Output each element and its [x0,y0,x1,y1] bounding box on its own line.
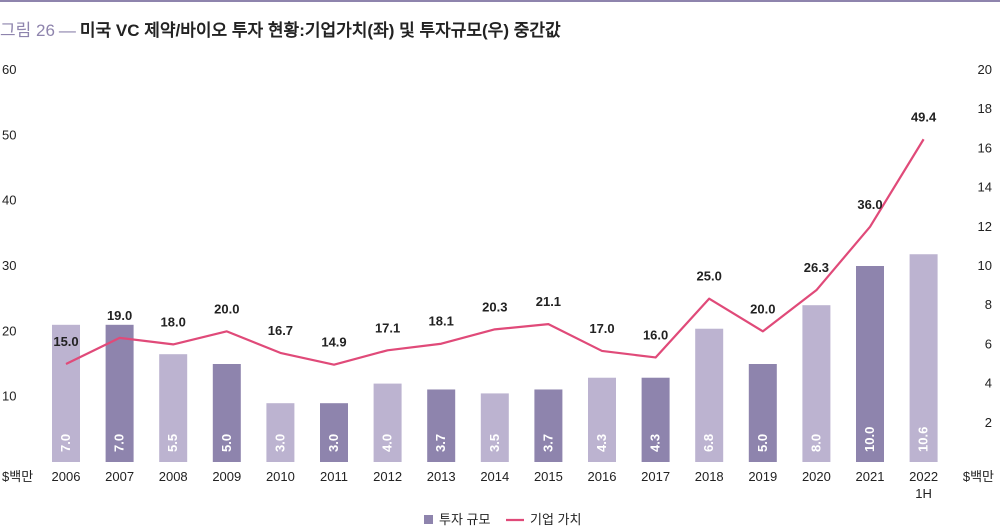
line-value-label: 20.3 [482,299,507,314]
bar-value-label: 3.0 [272,434,287,452]
bar [695,328,724,462]
y-left-tick-label: 20 [2,323,16,338]
bar-value-label: 3.0 [326,434,341,452]
x-tick-label: 2008 [159,469,188,484]
title-dash: — [58,21,76,40]
bar-value-label: 10.0 [862,427,877,452]
x-tick-label: 2009 [212,469,241,484]
bar [52,324,80,462]
line-value-label: 14.9 [321,335,346,350]
y-right-tick-label: 14 [978,180,992,195]
line-value-label: 18.1 [429,314,454,329]
x-tick-label: 2014 [480,469,509,484]
figure-number: 그림 26 [0,21,55,40]
x-tick-label: 2016 [588,469,617,484]
y-right-tick-label: 18 [978,101,992,116]
bar [159,354,188,462]
x-tick-label: 2012 [373,469,402,484]
bar-value-label: 7.0 [58,434,73,452]
figure-title-row: 그림 26— 미국 VC 제약/바이오 투자 현황:기업가치(좌) 및 투자규모(… [0,16,561,42]
x-tick-label: 2021 [856,469,885,484]
x-tick-label: 2011 [320,469,348,484]
x-tick-label: 2007 [105,469,134,484]
figure-title: 미국 VC 제약/바이오 투자 현황:기업가치(좌) 및 투자규모(우) 중간값 [79,21,561,40]
y-left-tick-label: 10 [2,389,16,404]
y-left-tick-label: 40 [2,193,16,208]
bar [105,324,134,462]
line-value-label: 20.0 [750,301,775,316]
line-value-label: 16.7 [268,323,293,338]
bar-value-label: 3.7 [540,434,555,452]
y-right-tick-label: 6 [985,336,992,351]
line-value-label: 20.0 [214,301,239,316]
y-right-tick-label: 4 [985,376,992,391]
bar-value-label: 4.3 [648,434,663,452]
bar-value-label: 8.0 [808,434,823,452]
line-value-label: 49.4 [911,109,937,124]
bar [802,305,831,462]
legend-bar-swatch [424,515,433,524]
y-right-tick-label: 10 [978,258,992,273]
y-right-tick-label: 12 [978,219,992,234]
y-left-unit-label: $백만 [2,469,33,484]
bar-value-label: 7.0 [112,434,127,452]
x-tick-label: 2022 [909,469,938,484]
bar [909,254,938,462]
bar [856,266,884,462]
bar [748,364,777,462]
line-value-label: 21.1 [536,294,561,309]
bar-value-label: 5.5 [165,434,180,452]
x-tick-label: 2010 [266,469,295,484]
bar-value-label: 3.5 [487,434,502,452]
line-value-label: 16.0 [643,327,668,342]
bar [534,389,563,462]
line-value-label: 17.1 [375,320,400,335]
y-left-tick-label: 60 [2,62,16,77]
bar-value-label: 4.3 [594,434,609,452]
legend-line-label: 기업 가치 [530,512,581,527]
line-value-label: 36.0 [857,197,882,212]
line-value-label: 17.0 [589,321,614,336]
x-tick-label: 1H [915,486,932,501]
line-value-label: 26.3 [804,260,829,275]
bar [427,389,456,462]
x-tick-label: 2019 [748,469,777,484]
y-right-tick-label: 2 [985,415,992,430]
bar [480,393,509,462]
x-tick-label: 2018 [695,469,724,484]
bar-value-label: 5.0 [219,434,234,452]
x-tick-label: 2006 [52,469,81,484]
bar [588,377,616,462]
x-tick-label: 2015 [534,469,563,484]
y-right-tick-label: 20 [978,62,992,77]
y-left-tick-label: 50 [2,127,16,142]
top-rule [0,0,1000,2]
y-right-tick-label: 8 [985,297,992,312]
bar-value-label: 4.0 [380,434,395,452]
x-tick-label: 2020 [802,469,831,484]
line-series [65,138,925,366]
line-value-label: 25.0 [697,269,722,284]
line-value-label: 18.0 [161,314,186,329]
x-tick-label: 2013 [427,469,456,484]
bar [320,403,348,462]
bar [266,403,295,462]
bar [212,364,241,462]
line-value-label: 19.0 [107,308,132,323]
y-right-unit-label: $백만 [963,469,994,484]
bar-value-label: 5.0 [755,434,770,452]
bar [373,383,402,462]
bar-value-label: 3.7 [433,434,448,452]
bar-value-label: 6.8 [701,434,716,452]
bar [641,377,670,462]
line-value-label: 15.0 [53,334,78,349]
x-tick-label: 2017 [641,469,670,484]
bar-value-label: 10.6 [916,427,931,452]
y-right-tick-label: 16 [978,140,992,155]
legend-bar-label: 투자 규모 [439,512,490,527]
y-left-tick-label: 30 [2,258,16,273]
